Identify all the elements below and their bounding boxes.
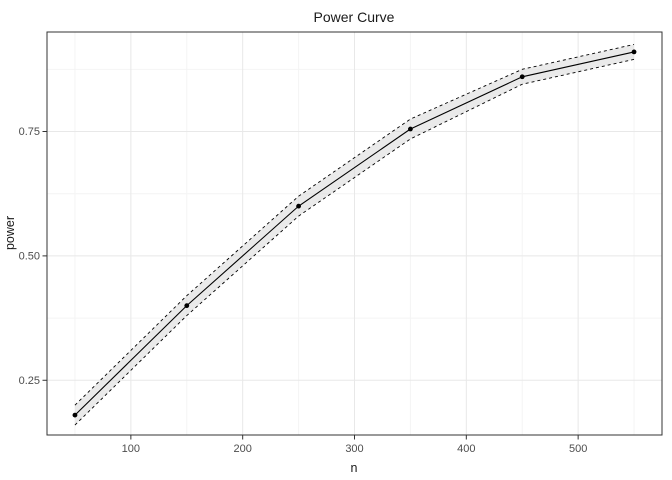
ribbon-lower-dashed-line xyxy=(74,58,635,426)
data-point xyxy=(72,412,78,418)
ribbon-upper-dashed-line xyxy=(74,43,635,406)
data-point xyxy=(519,74,525,80)
x-tick-label: 300 xyxy=(345,443,363,455)
y-tick-label: 0.75 xyxy=(19,126,40,138)
y-tick-label: 0.25 xyxy=(19,375,40,387)
confidence-ribbon xyxy=(74,43,635,426)
y-axis-label: power xyxy=(3,216,17,250)
axis-tick-marks xyxy=(42,131,579,440)
x-axis-label: n xyxy=(351,461,358,475)
x-tick-label: 400 xyxy=(457,443,475,455)
x-tick-label: 100 xyxy=(122,443,140,455)
data-points xyxy=(72,49,637,418)
chart-title: Power Curve xyxy=(314,9,395,25)
power-line xyxy=(74,51,635,416)
data-point xyxy=(631,49,637,55)
data-point xyxy=(408,126,413,132)
data-point xyxy=(184,303,190,309)
data-point xyxy=(296,203,301,209)
y-tick-labels: 0.25 0.50 0.75 xyxy=(19,126,40,387)
y-tick-label: 0.50 xyxy=(19,250,40,262)
x-tick-label: 500 xyxy=(569,443,587,455)
series-line xyxy=(74,51,635,416)
x-tick-label: 200 xyxy=(234,443,252,455)
x-tick-labels: 100 200 300 400 500 xyxy=(122,443,588,455)
